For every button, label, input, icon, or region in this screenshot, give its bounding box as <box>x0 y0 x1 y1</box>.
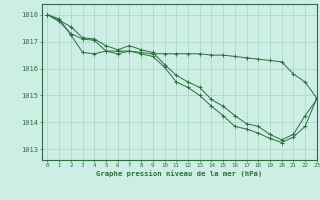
X-axis label: Graphe pression niveau de la mer (hPa): Graphe pression niveau de la mer (hPa) <box>96 170 262 177</box>
